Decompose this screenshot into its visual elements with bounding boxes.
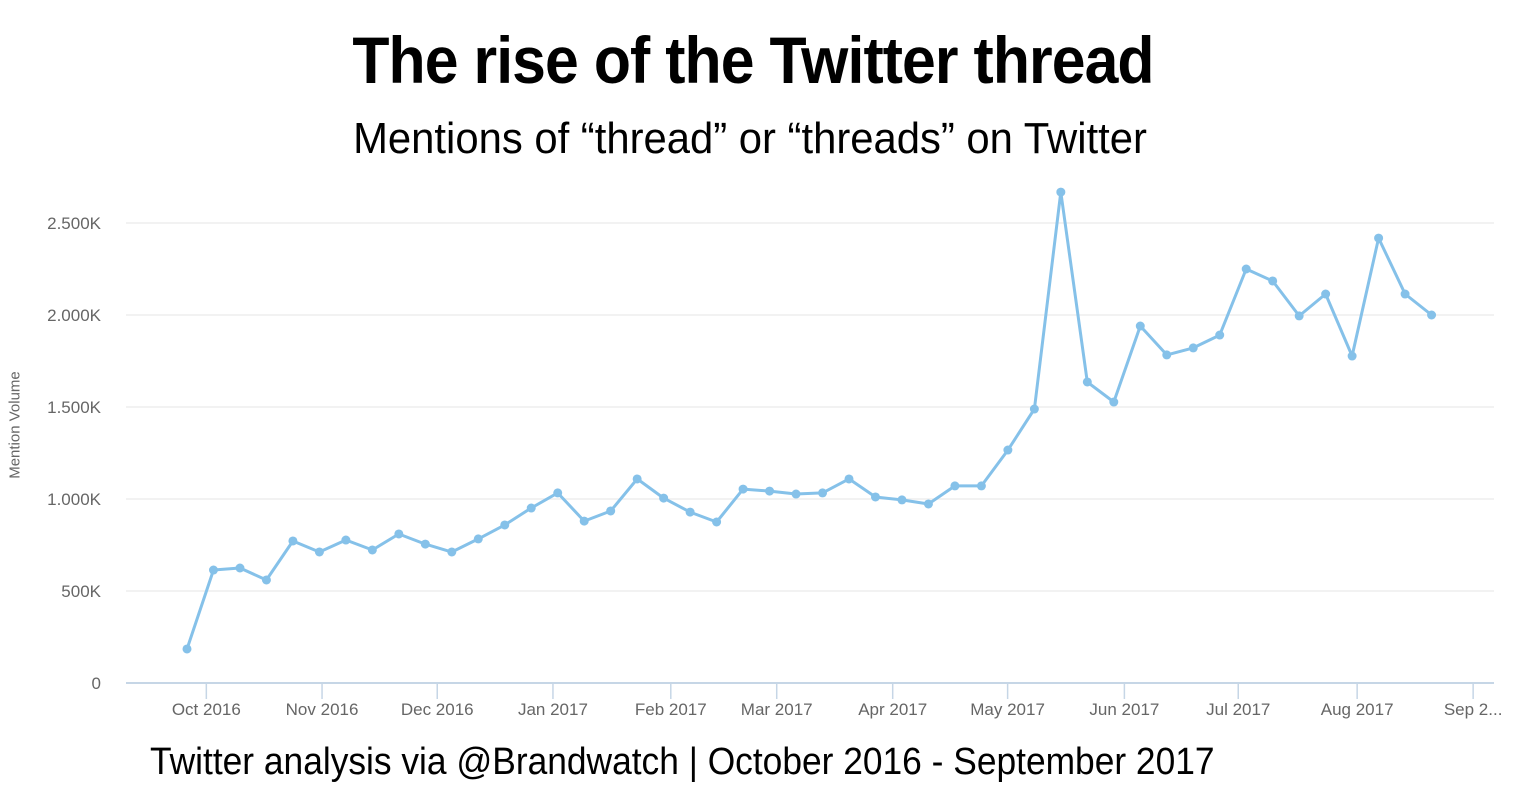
y-tick-label: 2.000K — [47, 306, 102, 325]
data-point[interactable] — [1347, 351, 1357, 361]
x-axis: Oct 2016 Nov 2016 Dec 2016 Jan 2017 Feb 2017… — [126, 682, 1503, 719]
data-point[interactable] — [1374, 233, 1384, 243]
data-point[interactable] — [632, 474, 642, 484]
data-point[interactable] — [765, 486, 775, 496]
chart-title: The rise of the Twitter thread — [352, 23, 1154, 97]
x-tick-label: Mar 2017 — [741, 700, 813, 719]
x-tick-label: Oct 2016 — [172, 700, 241, 719]
y-tick-label: 2.500K — [47, 214, 102, 233]
data-point[interactable] — [526, 503, 536, 513]
data-point[interactable] — [394, 529, 404, 539]
data-point[interactable] — [923, 499, 933, 509]
gridlines — [126, 222, 1494, 592]
x-tick-label: Jul 2017 — [1206, 700, 1270, 719]
data-point[interactable] — [1029, 404, 1039, 414]
y-tick-label: 1.500K — [47, 398, 102, 417]
data-point[interactable] — [1162, 350, 1172, 360]
data-point[interactable] — [685, 507, 695, 517]
data-point[interactable] — [553, 488, 563, 498]
data-point[interactable] — [1109, 397, 1119, 407]
source-footer: Twitter analysis via @Brandwatch | Octob… — [150, 741, 1215, 783]
y-tick-label: 0 — [92, 674, 101, 693]
y-axis-ticks: 0 500K 1.000K 1.500K 2.000K 2.500K — [47, 214, 102, 693]
data-point[interactable] — [976, 481, 986, 491]
y-tick-label: 1.000K — [47, 490, 102, 509]
data-point[interactable] — [208, 565, 218, 575]
data-point[interactable] — [1135, 321, 1145, 331]
data-point[interactable] — [818, 488, 828, 498]
data-point[interactable] — [1188, 343, 1198, 353]
x-tick-label: Aug 2017 — [1321, 700, 1394, 719]
data-point[interactable] — [288, 536, 298, 546]
x-tick-label: Jun 2017 — [1089, 700, 1159, 719]
data-point[interactable] — [1082, 377, 1092, 387]
data-point[interactable] — [1003, 445, 1013, 455]
data-point[interactable] — [1427, 310, 1437, 320]
data-point[interactable] — [1268, 276, 1278, 286]
data-point[interactable] — [950, 481, 960, 491]
data-point[interactable] — [870, 492, 880, 502]
data-point[interactable] — [261, 575, 271, 585]
data-point[interactable] — [659, 493, 669, 503]
data-point[interactable] — [182, 644, 192, 654]
series-line — [185, 190, 1433, 650]
data-point[interactable] — [341, 535, 351, 545]
chart-subtitle: Mentions of “thread” or “threads” on Twi… — [353, 114, 1147, 163]
data-point[interactable] — [897, 495, 907, 505]
series-mention-volume — [182, 187, 1437, 654]
x-tick-label: Dec 2016 — [401, 700, 474, 719]
x-tick-label: Jan 2017 — [518, 700, 588, 719]
data-point[interactable] — [500, 520, 510, 530]
x-tick-label: Nov 2016 — [286, 700, 359, 719]
data-point[interactable] — [314, 547, 324, 557]
data-point[interactable] — [579, 516, 589, 526]
data-point[interactable] — [447, 547, 457, 557]
data-point[interactable] — [738, 484, 748, 494]
data-point[interactable] — [367, 545, 377, 555]
data-point[interactable] — [1294, 311, 1304, 321]
data-point[interactable] — [1241, 264, 1251, 274]
data-point[interactable] — [473, 534, 483, 544]
x-tick-label: Apr 2017 — [858, 700, 927, 719]
data-point[interactable] — [712, 517, 722, 527]
data-point[interactable] — [235, 563, 245, 573]
data-point[interactable] — [420, 539, 430, 549]
data-point[interactable] — [844, 474, 854, 484]
data-point[interactable] — [1321, 289, 1331, 299]
data-point[interactable] — [606, 506, 616, 516]
x-tick-label: May 2017 — [970, 700, 1045, 719]
data-point[interactable] — [1400, 289, 1410, 299]
x-tick-label: Feb 2017 — [635, 700, 707, 719]
y-tick-label: 500K — [61, 582, 101, 601]
data-point[interactable] — [1215, 330, 1225, 340]
data-point[interactable] — [791, 489, 801, 499]
data-point[interactable] — [1056, 187, 1066, 197]
x-tick-label: Sep 2... — [1444, 700, 1503, 719]
